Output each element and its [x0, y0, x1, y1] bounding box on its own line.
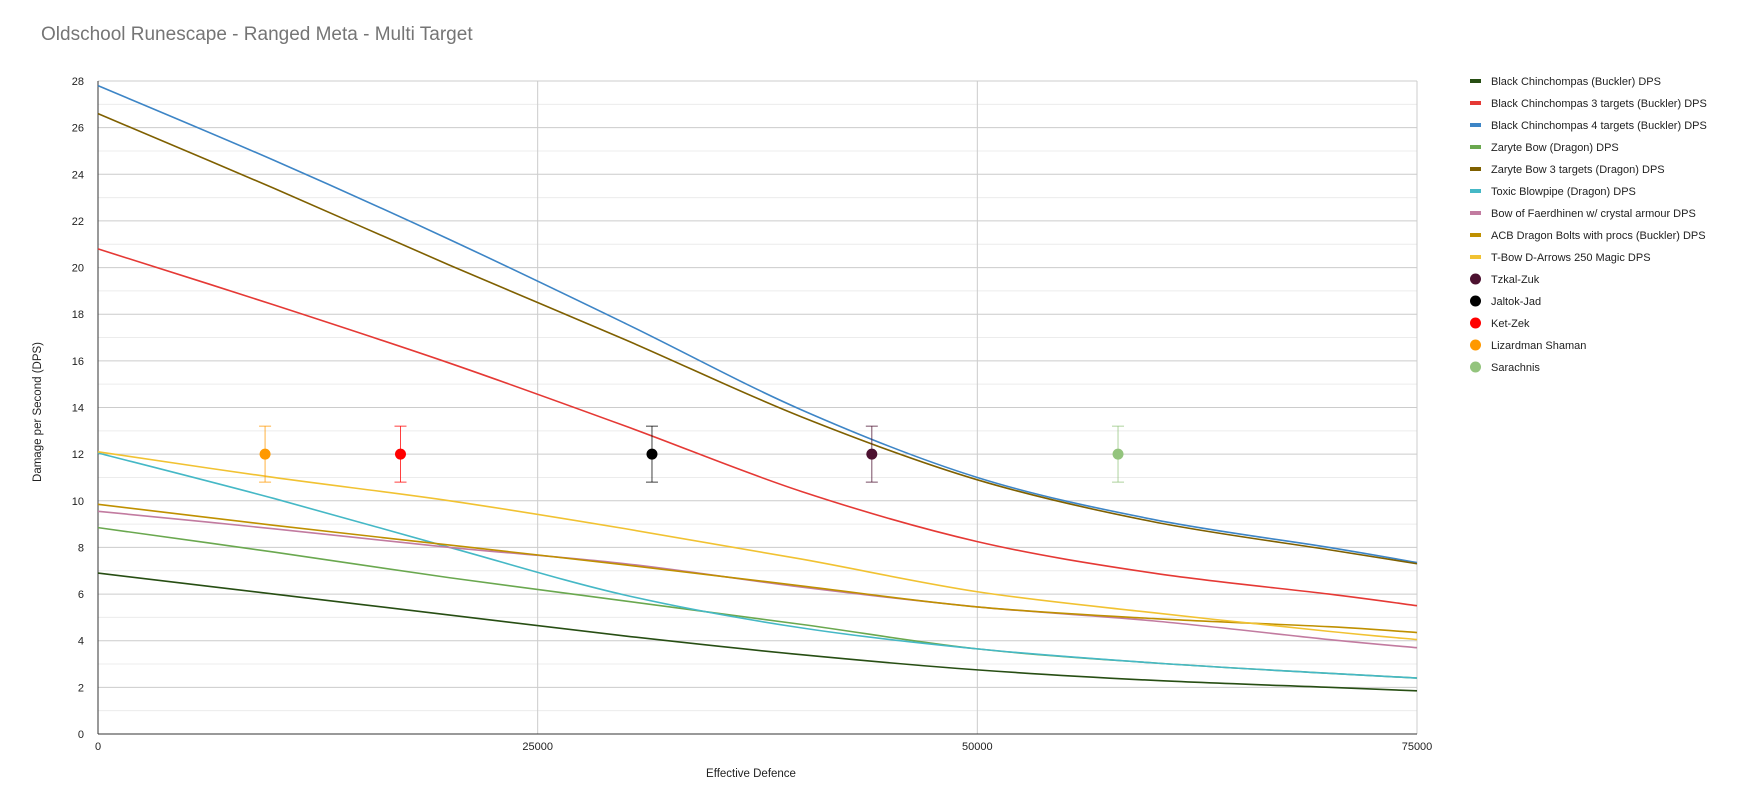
point-group-4: [259, 425, 272, 483]
point-group-2: [645, 425, 658, 483]
y-tick-label: 22: [72, 216, 84, 228]
legend-point-2: Jaltok-Jad: [1491, 296, 1541, 308]
data-point: [1112, 448, 1124, 460]
y-tick-label: 2: [78, 682, 84, 694]
legend-item-6: Toxic Blowpipe (Dragon) DPS: [1491, 186, 1636, 198]
series-line-2: [97, 248, 1418, 607]
legend-swatch: [1470, 167, 1481, 171]
legend-swatch: [1470, 255, 1481, 259]
legend-point-3: Ket-Zek: [1491, 318, 1530, 330]
legend-point-5: Sarachnis: [1491, 362, 1540, 374]
point-group-5: [1112, 425, 1125, 483]
series-line-5: [97, 112, 1418, 565]
legend-item-3: Black Chinchompas 4 targets (Buckler) DP…: [1491, 120, 1707, 132]
legend: Black Chinchompas (Buckler) DPS Black Chi…: [1470, 76, 1707, 374]
y-tick-label: 18: [72, 309, 84, 321]
legend-item-1: Black Chinchompas (Buckler) DPS: [1491, 76, 1661, 88]
series-line-1: [97, 572, 1418, 692]
chart-title: Oldschool Runescape - Ranged Meta - Mult…: [41, 24, 473, 45]
legend-item-4: Zaryte Bow (Dragon) DPS: [1491, 142, 1619, 154]
y-axis-title: Damage per Second (DPS): [32, 342, 44, 482]
point-group-3: [394, 425, 407, 483]
legend-swatch: [1470, 123, 1481, 127]
legend-marker: [1470, 339, 1481, 351]
y-tick-label: 28: [72, 76, 84, 88]
y-tick-label: 20: [72, 263, 84, 275]
series-lines: [97, 84, 1418, 692]
legend-swatch: [1470, 101, 1481, 105]
point-group-1: [865, 425, 878, 483]
legend-item-9: T-Bow D-Arrows 250 Magic DPS: [1491, 252, 1651, 264]
y-tick-label: 8: [78, 542, 84, 554]
legend-swatch: [1470, 211, 1481, 215]
legend-point-1: Tzkal-Zuk: [1491, 274, 1540, 286]
y-tick-label: 10: [72, 496, 84, 508]
y-tick-label: 12: [72, 449, 84, 461]
legend-swatch: [1470, 189, 1481, 193]
y-tick-label: 24: [72, 169, 84, 181]
series-line-8: [97, 503, 1418, 634]
data-point: [394, 448, 406, 460]
y-tick-label: 16: [72, 356, 84, 368]
legend-item-7: Bow of Faerdhinen w/ crystal armour DPS: [1491, 208, 1696, 220]
x-axis-title: Effective Defence: [706, 768, 796, 780]
legend-marker: [1470, 295, 1481, 307]
series-line-7: [97, 510, 1418, 649]
legend-item-5: Zaryte Bow 3 targets (Dragon) DPS: [1491, 164, 1665, 176]
series-line-9: [97, 451, 1418, 641]
series-line-4: [97, 526, 1418, 679]
y-tick-label: 4: [78, 636, 84, 648]
x-tick-label: 50000: [962, 741, 993, 753]
y-tick-label: 14: [72, 403, 84, 415]
legend-item-2: Black Chinchompas 3 targets (Buckler) DP…: [1491, 98, 1707, 110]
grid-lines: [98, 80, 1418, 735]
boss-points: [259, 425, 1125, 483]
legend-swatch: [1470, 145, 1481, 149]
legend-marker: [1470, 317, 1481, 329]
y-tick-label: 26: [72, 123, 84, 135]
data-point: [259, 448, 271, 460]
x-tick-label: 75000: [1402, 741, 1433, 753]
legend-swatch: [1470, 233, 1481, 237]
series-line-3: [97, 84, 1418, 564]
legend-swatch: [1470, 79, 1481, 83]
legend-item-8: ACB Dragon Bolts with procs (Buckler) DP…: [1491, 230, 1706, 242]
legend-point-4: Lizardman Shaman: [1491, 340, 1586, 352]
x-tick-label: 25000: [522, 741, 553, 753]
data-point: [646, 448, 658, 460]
data-point: [866, 448, 878, 460]
legend-marker: [1470, 273, 1481, 285]
y-tick-label: 0: [78, 729, 84, 741]
series-line-6: [97, 452, 1418, 679]
y-tick-label: 6: [78, 589, 84, 601]
legend-marker: [1470, 361, 1481, 373]
x-tick-label: 0: [95, 741, 101, 753]
